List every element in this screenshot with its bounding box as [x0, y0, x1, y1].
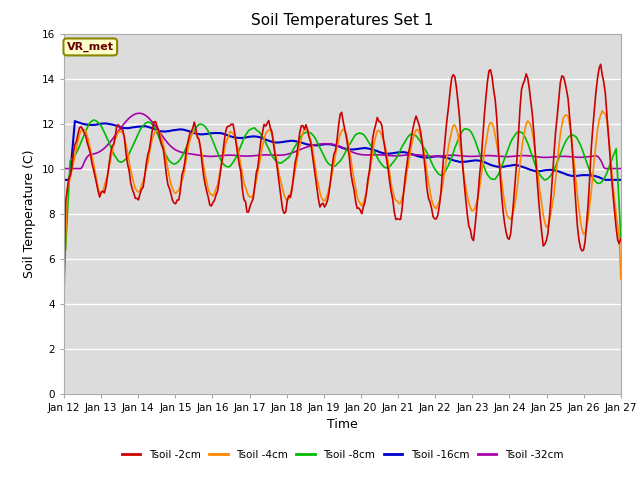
Tsoil -8cm	[246, 127, 254, 132]
Y-axis label: Soil Temperature (C): Soil Temperature (C)	[23, 149, 36, 278]
Tsoil -8cm	[90, 117, 97, 123]
Tsoil -8cm	[130, 141, 138, 146]
Tsoil -4cm	[598, 108, 606, 114]
Tsoil -4cm	[60, 278, 68, 284]
Tsoil -16cm	[588, 172, 595, 178]
Tsoil -2cm	[226, 123, 234, 129]
Tsoil -32cm	[136, 110, 144, 116]
Tsoil -8cm	[588, 172, 595, 178]
Tsoil -2cm	[303, 127, 311, 132]
Tsoil -8cm	[255, 129, 263, 135]
Tsoil -32cm	[305, 144, 313, 149]
Tsoil -2cm	[244, 209, 252, 215]
Line: Tsoil -32cm: Tsoil -32cm	[64, 113, 621, 168]
Tsoil -16cm	[617, 177, 625, 183]
Tsoil -2cm	[254, 164, 262, 170]
Tsoil -8cm	[60, 256, 68, 262]
Tsoil -2cm	[129, 186, 136, 192]
Text: VR_met: VR_met	[67, 42, 114, 52]
Tsoil -2cm	[617, 236, 625, 241]
X-axis label: Time: Time	[327, 418, 358, 431]
Tsoil -32cm	[129, 113, 136, 119]
Title: Soil Temperatures Set 1: Soil Temperatures Set 1	[252, 13, 433, 28]
Tsoil -4cm	[303, 127, 311, 133]
Tsoil -32cm	[588, 154, 595, 159]
Tsoil -8cm	[228, 162, 236, 168]
Tsoil -4cm	[129, 174, 136, 180]
Tsoil -32cm	[617, 166, 625, 171]
Line: Tsoil -2cm: Tsoil -2cm	[64, 64, 621, 300]
Tsoil -8cm	[617, 234, 625, 240]
Tsoil -32cm	[228, 152, 236, 158]
Line: Tsoil -16cm: Tsoil -16cm	[64, 121, 621, 180]
Tsoil -4cm	[586, 202, 594, 208]
Tsoil -4cm	[226, 129, 234, 134]
Tsoil -32cm	[255, 152, 263, 158]
Line: Tsoil -4cm: Tsoil -4cm	[64, 111, 621, 281]
Tsoil -32cm	[60, 166, 68, 171]
Tsoil -4cm	[244, 193, 252, 199]
Tsoil -16cm	[305, 142, 313, 147]
Tsoil -16cm	[130, 124, 138, 130]
Tsoil -16cm	[60, 177, 68, 183]
Tsoil -8cm	[305, 130, 313, 135]
Tsoil -16cm	[228, 134, 236, 140]
Line: Tsoil -8cm: Tsoil -8cm	[64, 120, 621, 259]
Tsoil -2cm	[586, 174, 594, 180]
Tsoil -2cm	[60, 297, 68, 303]
Tsoil -16cm	[255, 134, 263, 140]
Tsoil -32cm	[246, 153, 254, 159]
Legend: Tsoil -2cm, Tsoil -4cm, Tsoil -8cm, Tsoil -16cm, Tsoil -32cm: Tsoil -2cm, Tsoil -4cm, Tsoil -8cm, Tsoi…	[118, 445, 567, 464]
Tsoil -16cm	[246, 134, 254, 140]
Tsoil -2cm	[596, 61, 604, 67]
Tsoil -4cm	[617, 276, 625, 282]
Tsoil -4cm	[254, 169, 262, 175]
Tsoil -16cm	[71, 118, 79, 124]
